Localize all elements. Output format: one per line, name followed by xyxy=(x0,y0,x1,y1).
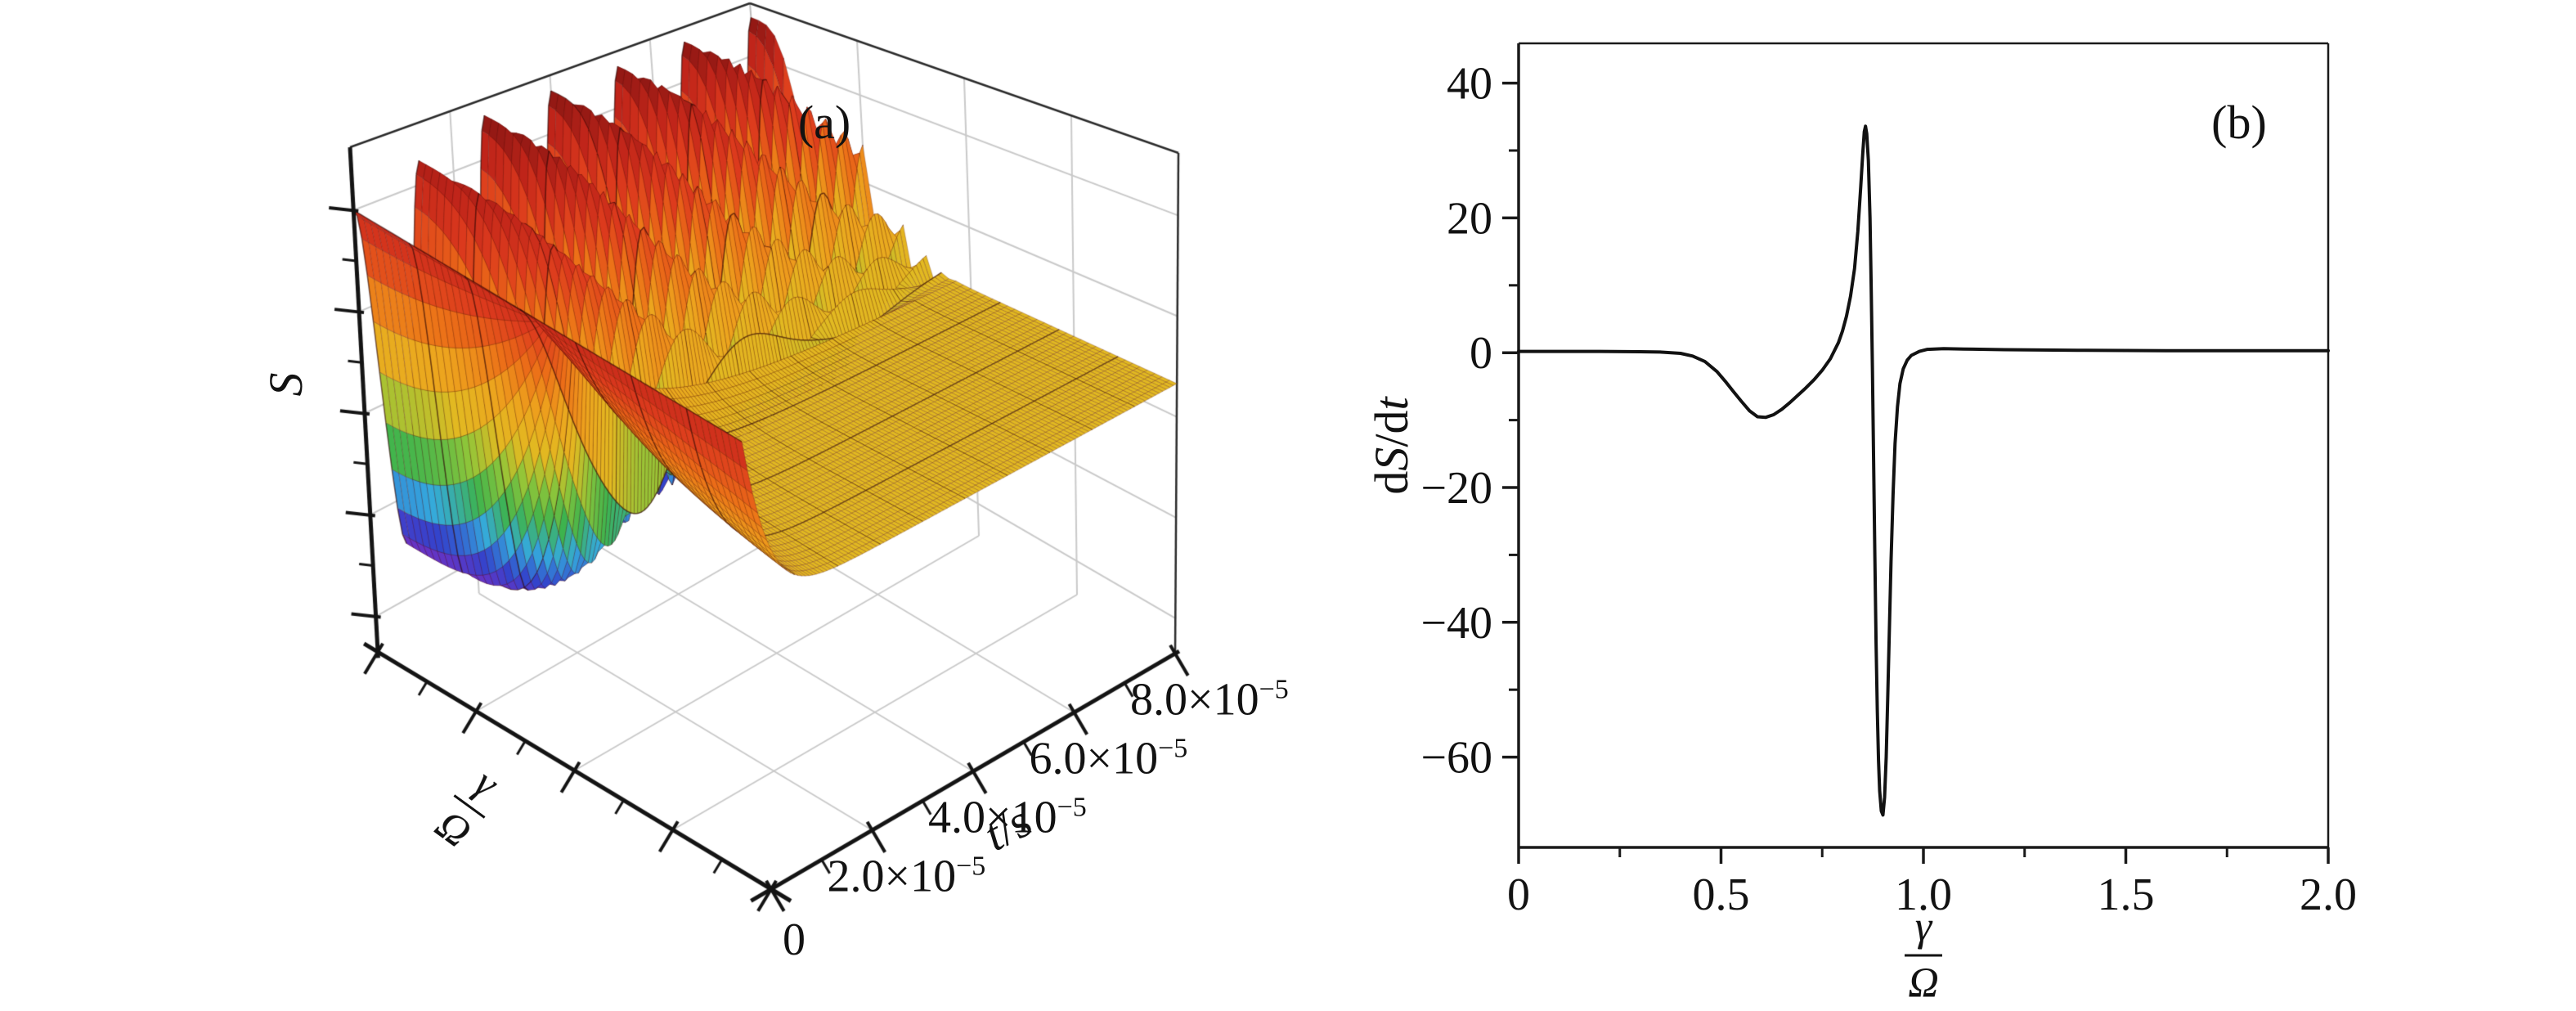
t-axis-tick-label: 2.0×10−5 xyxy=(827,851,986,902)
x-axis-tick-label: 2.0 xyxy=(2300,869,2357,920)
surface-plot-canvas xyxy=(0,0,1227,1011)
y-axis-tick-label: −20 xyxy=(1420,463,1492,514)
panel-b-corner-label: (b) xyxy=(2211,96,2267,149)
fraction-bar xyxy=(1905,954,1942,957)
x-axis-tick-label: 1.5 xyxy=(2098,869,2155,920)
y-axis-tick-label: −40 xyxy=(1420,598,1492,649)
t-axis-tick-label: 6.0×10−5 xyxy=(1029,733,1188,784)
label-part: d xyxy=(1365,470,1418,495)
t-axis-tick-label: 4.0×10−5 xyxy=(928,792,1087,843)
gamma-omega-axis-label-2d: γ Ω xyxy=(1905,903,1942,1007)
s-axis-label: S xyxy=(259,372,312,397)
label-part: /d xyxy=(1365,410,1418,447)
dsdt-axis-label: dS/dt xyxy=(1365,397,1418,495)
dsdt-curve xyxy=(1517,124,2330,817)
omega-symbol: Ω xyxy=(1908,959,1939,1007)
line-plot-svg: 40 20 0 −20 −40 −60 0 0.5 1.0 1.5 2.0 xyxy=(1420,42,2357,920)
panel-a-corner-label: (a) xyxy=(797,96,851,149)
y-axis-tick-label: −60 xyxy=(1420,733,1492,784)
label-part: S xyxy=(1365,447,1418,471)
t-axis-tick-label: 0 xyxy=(783,914,806,965)
label-part: t xyxy=(1365,397,1418,411)
y-axis-tick-label: 40 xyxy=(1447,59,1492,110)
x-axis-tick-label: 0.5 xyxy=(1693,869,1750,920)
t-axis-tick-label: 8.0×10−5 xyxy=(1130,674,1289,726)
gamma-symbol: γ xyxy=(1914,903,1932,950)
x-axis-tick-label: 0 xyxy=(1507,869,1530,920)
y-axis-tick-label: 20 xyxy=(1447,193,1492,244)
x-axis-tick-label: 1.0 xyxy=(1895,869,1952,920)
y-axis-tick-label: 0 xyxy=(1470,328,1492,379)
